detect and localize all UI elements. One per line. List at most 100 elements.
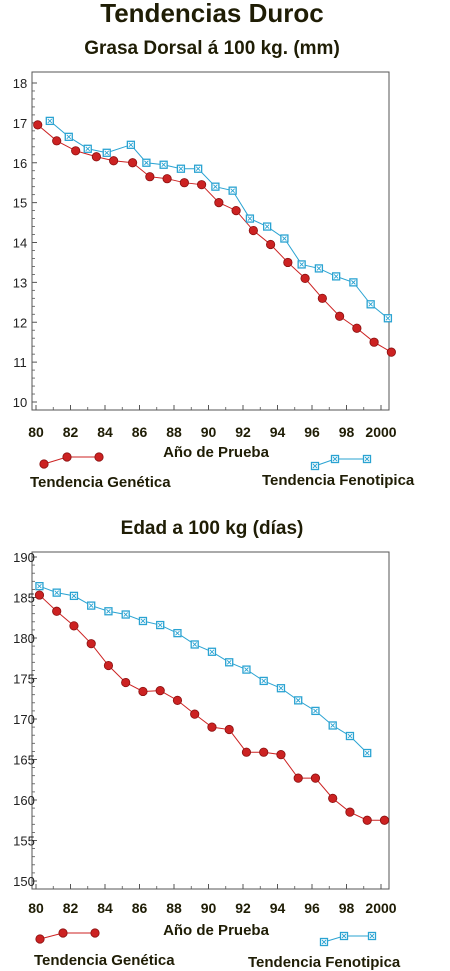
x-tick-label: 98 xyxy=(339,424,355,440)
data-point-genetic xyxy=(224,724,234,735)
x-tick-label: 90 xyxy=(201,900,217,916)
legend-marker-cross xyxy=(341,933,347,939)
x-tick-label: 90 xyxy=(201,424,217,440)
x-tick-label: 88 xyxy=(166,424,182,440)
x-tick-label: 82 xyxy=(63,900,79,916)
legend-marker-cross xyxy=(321,939,327,945)
data-point-genetic xyxy=(231,206,241,216)
data-point-phenotypic-cross xyxy=(244,667,249,672)
data-point-phenotypic-cross xyxy=(209,649,215,655)
data-point-genetic xyxy=(276,750,286,760)
data-point-phenotypic-cross xyxy=(71,593,77,599)
series-line-genetic xyxy=(39,594,385,821)
legend-marker-cross xyxy=(369,933,375,939)
legend-label: Tendencia Fenotipica xyxy=(248,954,401,971)
data-point-phenotypic-cross xyxy=(161,162,166,168)
data-point-genetic xyxy=(33,120,43,130)
y-tick-label: 14 xyxy=(13,236,27,251)
x-tick-label: 92 xyxy=(235,900,251,916)
data-point-genetic xyxy=(248,225,258,236)
data-point-phenotypic-cross xyxy=(282,236,287,241)
data-point-phenotypic-cross xyxy=(47,118,53,124)
x-tick-label: 2000 xyxy=(365,900,396,916)
data-point-phenotypic-cross xyxy=(157,622,163,628)
legend-label: Tendencia Genética xyxy=(30,474,171,491)
chart-title: Edad a 100 kg (días) xyxy=(121,518,304,539)
y-tick-label: 190 xyxy=(13,550,35,565)
data-point-phenotypic-cross xyxy=(299,262,304,267)
x-tick-label: 84 xyxy=(97,424,113,440)
data-point-phenotypic-cross xyxy=(226,659,232,665)
data-point-genetic xyxy=(207,722,217,732)
chart-age-100kg: Edad a 100 kg (días) 150 155 160 165 170 175 1… xyxy=(13,518,401,971)
data-point-genetic xyxy=(334,311,345,321)
data-point-genetic xyxy=(91,152,101,162)
x-axis-label: Año de Prueba xyxy=(163,444,270,461)
x-tick-label: 80 xyxy=(28,900,44,916)
legend-marker xyxy=(62,452,72,462)
data-point-phenotypic-cross xyxy=(128,142,134,148)
data-point-genetic xyxy=(310,773,321,783)
legend-label: Tendencia Fenotipica xyxy=(262,472,415,489)
data-point-phenotypic-cross xyxy=(316,266,322,271)
x-tick-label: 84 xyxy=(97,900,113,916)
data-point-phenotypic-cross xyxy=(261,678,267,684)
data-point-genetic xyxy=(265,239,276,250)
data-point-genetic xyxy=(369,337,379,347)
data-point-phenotypic-cross xyxy=(106,608,111,614)
y-tick-label: 18 xyxy=(13,76,27,91)
data-point-phenotypic-cross xyxy=(85,146,91,152)
data-point-genetic xyxy=(259,747,269,757)
data-point-genetic xyxy=(138,686,148,697)
data-point-genetic xyxy=(145,172,155,182)
data-point-phenotypic-cross xyxy=(385,315,391,321)
data-point-phenotypic-cross xyxy=(264,224,270,229)
data-point-genetic xyxy=(69,621,79,631)
data-point-phenotypic-cross xyxy=(54,590,60,595)
y-tick-label: 16 xyxy=(13,156,27,171)
data-point-genetic xyxy=(86,639,96,649)
plot-frame xyxy=(31,71,390,411)
legend-marker xyxy=(90,928,100,938)
data-point-genetic xyxy=(197,180,207,190)
data-point-genetic xyxy=(162,174,172,184)
data-point-genetic xyxy=(300,273,310,283)
chart-back-fat: Grasa Dorsal á 100 kg. (mm) 10 11 12 13 14 15… xyxy=(13,38,415,491)
legend-marker-cross xyxy=(332,456,338,462)
data-point-genetic xyxy=(293,773,303,783)
data-point-genetic xyxy=(121,677,131,688)
data-point-genetic xyxy=(52,136,62,146)
data-point-genetic xyxy=(352,323,362,333)
y-tick-label: 150 xyxy=(13,874,35,889)
data-point-genetic xyxy=(71,146,81,156)
x-tick-label: 94 xyxy=(270,424,286,440)
x-axis-label: Año de Prueba xyxy=(163,922,270,939)
data-point-genetic xyxy=(128,158,138,168)
page-title: Tendencias Duroc xyxy=(100,0,323,28)
data-point-phenotypic-cross xyxy=(88,603,94,608)
legend-marker xyxy=(39,459,49,469)
x-tick-label: 86 xyxy=(132,900,148,916)
chart-title: Grasa Dorsal á 100 kg. (mm) xyxy=(84,38,340,59)
data-point-genetic xyxy=(241,747,252,757)
x-tick-label: 96 xyxy=(304,900,320,916)
data-point-genetic xyxy=(362,815,372,825)
data-point-phenotypic-cross xyxy=(104,150,110,156)
y-tick-label: 185 xyxy=(13,591,35,606)
x-tick-label: 92 xyxy=(235,424,251,440)
legend-marker xyxy=(35,934,45,944)
y-tick-label: 10 xyxy=(13,395,27,410)
y-tick-label: 155 xyxy=(13,834,35,849)
x-tick-label: 94 xyxy=(270,900,286,916)
data-point-phenotypic-cross xyxy=(351,280,356,285)
y-tick-label: 11 xyxy=(13,355,27,370)
data-point-phenotypic-cross xyxy=(313,708,318,714)
data-point-phenotypic-cross xyxy=(333,274,339,279)
data-point-phenotypic-cross xyxy=(364,750,370,756)
data-point-genetic xyxy=(317,293,327,303)
data-point-phenotypic-cross xyxy=(330,723,336,728)
data-point-phenotypic-cross xyxy=(347,733,353,739)
legend-marker xyxy=(58,928,68,938)
legend-label: Tendencia Genética xyxy=(34,952,175,969)
